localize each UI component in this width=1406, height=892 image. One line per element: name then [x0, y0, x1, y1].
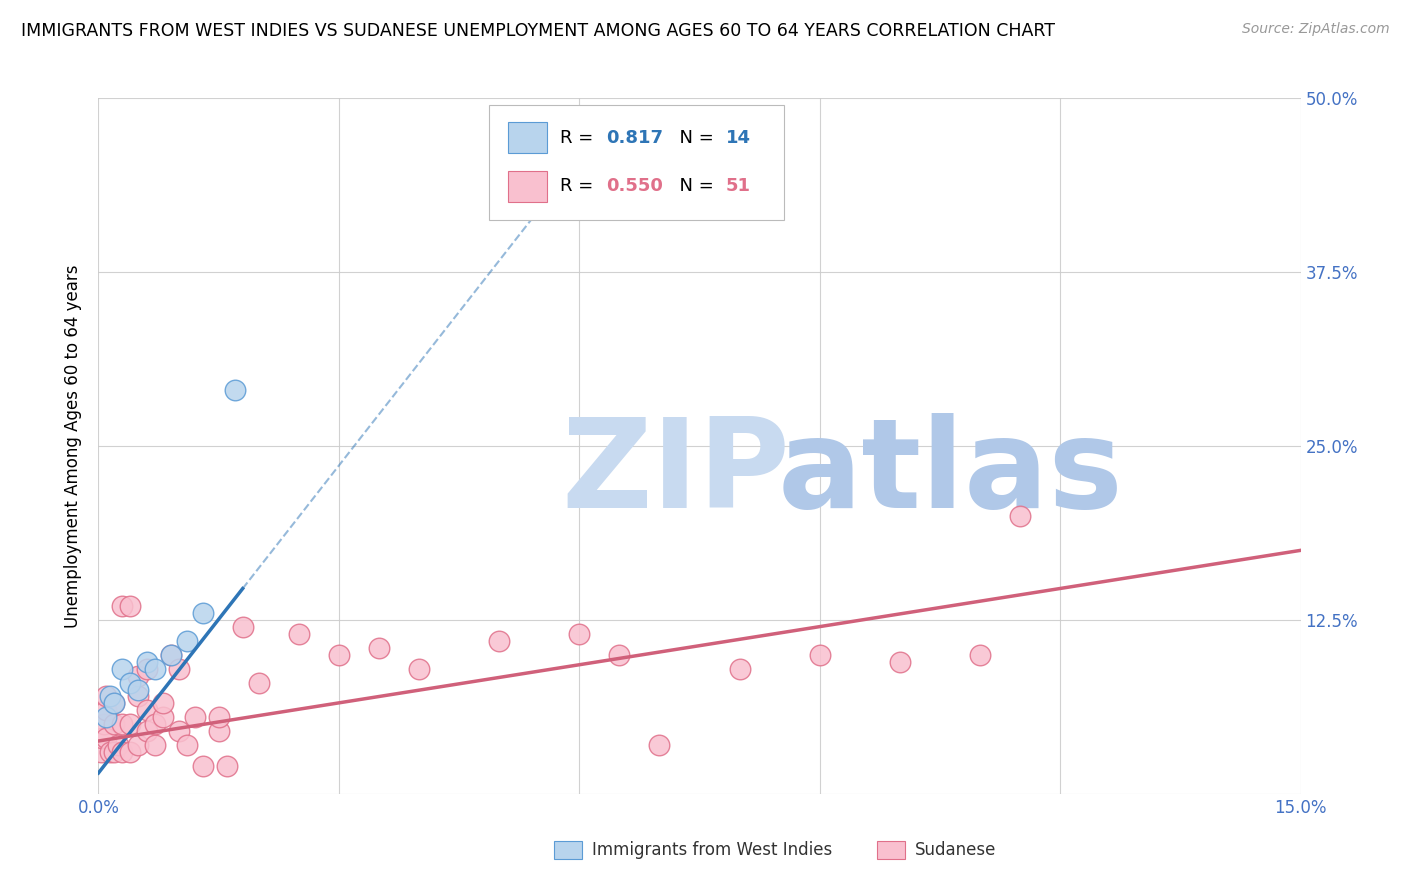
- Text: R =: R =: [560, 178, 599, 195]
- Text: 0.817: 0.817: [606, 128, 662, 147]
- Point: [90, 745, 112, 759]
- Text: IMMIGRANTS FROM WEST INDIES VS SUDANESE UNEMPLOYMENT AMONG AGES 60 TO 64 YEARS C: IMMIGRANTS FROM WEST INDIES VS SUDANESE …: [21, 22, 1054, 40]
- Point: [100, 690, 122, 704]
- Text: atlas: atlas: [778, 413, 1123, 534]
- Point: [111, 717, 134, 731]
- Point: [120, 599, 142, 613]
- Point: [96, 710, 118, 724]
- Point: [208, 724, 231, 739]
- Point: [120, 717, 142, 731]
- Point: [159, 648, 181, 662]
- Point: [107, 738, 129, 752]
- Point: [648, 738, 671, 752]
- Text: 0.550: 0.550: [606, 178, 662, 195]
- Point: [128, 738, 150, 752]
- Text: Source: ZipAtlas.com: Source: ZipAtlas.com: [1241, 22, 1389, 37]
- Point: [288, 627, 311, 641]
- Point: [103, 717, 125, 731]
- Point: [96, 731, 118, 746]
- Text: 51: 51: [725, 178, 751, 195]
- Text: 14: 14: [725, 128, 751, 147]
- Text: ZIP: ZIP: [561, 413, 790, 534]
- Point: [1010, 508, 1032, 523]
- Point: [96, 703, 118, 717]
- Point: [128, 682, 150, 697]
- Point: [135, 662, 157, 676]
- Point: [152, 710, 174, 724]
- Point: [111, 599, 134, 613]
- Point: [103, 745, 125, 759]
- Point: [529, 202, 551, 217]
- FancyBboxPatch shape: [509, 122, 547, 153]
- Point: [215, 759, 238, 773]
- Point: [143, 662, 166, 676]
- Point: [408, 662, 430, 676]
- Point: [889, 655, 911, 669]
- Point: [247, 675, 270, 690]
- Point: [728, 662, 751, 676]
- Point: [167, 662, 190, 676]
- Point: [232, 620, 254, 634]
- Point: [808, 648, 831, 662]
- Point: [111, 662, 134, 676]
- Text: Immigrants from West Indies: Immigrants from West Indies: [592, 841, 832, 859]
- Point: [111, 745, 134, 759]
- Point: [969, 648, 991, 662]
- Point: [128, 668, 150, 682]
- Y-axis label: Unemployment Among Ages 60 to 64 years: Unemployment Among Ages 60 to 64 years: [65, 264, 83, 628]
- Point: [135, 655, 157, 669]
- Point: [159, 648, 181, 662]
- Point: [152, 697, 174, 711]
- Text: N =: N =: [668, 128, 720, 147]
- Point: [135, 703, 157, 717]
- Point: [100, 745, 122, 759]
- Point: [568, 627, 591, 641]
- Point: [488, 633, 510, 648]
- Point: [143, 717, 166, 731]
- FancyBboxPatch shape: [489, 105, 783, 220]
- Text: Sudanese: Sudanese: [915, 841, 997, 859]
- Point: [135, 724, 157, 739]
- Point: [103, 697, 125, 711]
- Text: R =: R =: [560, 128, 599, 147]
- Point: [167, 724, 190, 739]
- Point: [96, 690, 118, 704]
- Point: [93, 717, 115, 731]
- Point: [609, 648, 631, 662]
- FancyBboxPatch shape: [877, 841, 905, 859]
- FancyBboxPatch shape: [554, 841, 582, 859]
- Point: [183, 710, 205, 724]
- Point: [368, 640, 391, 655]
- Point: [128, 690, 150, 704]
- Point: [208, 710, 231, 724]
- Point: [176, 738, 198, 752]
- Point: [120, 675, 142, 690]
- FancyBboxPatch shape: [509, 171, 547, 202]
- Point: [191, 759, 214, 773]
- Point: [120, 745, 142, 759]
- Point: [103, 697, 125, 711]
- Text: N =: N =: [668, 178, 720, 195]
- Point: [191, 606, 214, 620]
- Point: [91, 731, 114, 746]
- Point: [176, 633, 198, 648]
- Point: [143, 738, 166, 752]
- Point: [224, 384, 246, 398]
- Point: [328, 648, 350, 662]
